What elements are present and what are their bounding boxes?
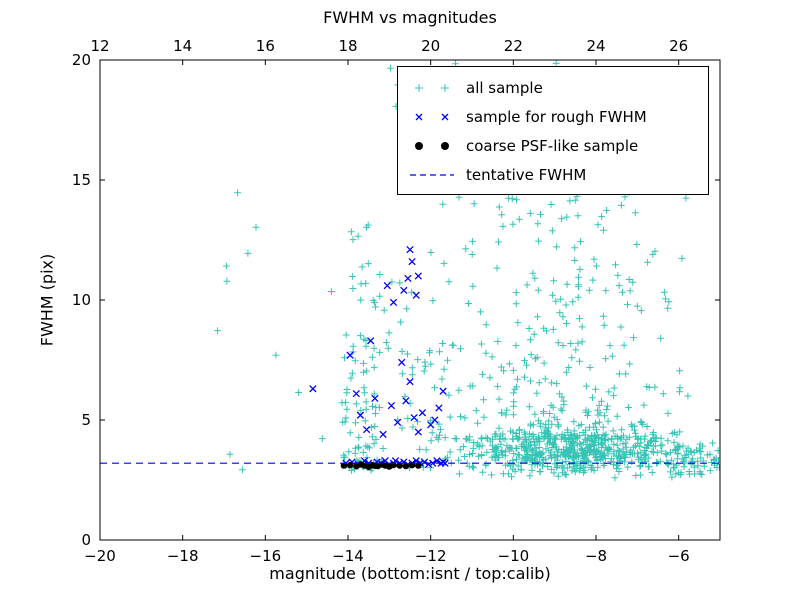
chart-title: FWHM vs magnitudes [323,8,497,27]
x-bottom-tick-label: −8 [585,547,607,565]
y-tick-label: 20 [72,51,91,69]
x-top-tick-label: 12 [90,37,109,55]
dot-marker-icon [415,141,449,150]
x-bottom-tick-label: −18 [167,547,199,565]
legend-label: all sample [466,78,543,97]
x-top-tick-label: 26 [669,37,688,55]
plus-marker-icon [415,83,449,92]
legend-label: tentative FWHM [466,165,587,184]
y-tick-label: 5 [81,411,91,429]
y-tick-label: 10 [72,291,91,309]
dashed-line-icon [410,173,454,176]
scatter-layer [100,60,720,482]
x-bottom-tick-label: −10 [498,547,530,565]
series-sample-for-rough-fwhm [309,245,449,470]
y-tick-label: 15 [72,171,91,189]
y-tick-label: 0 [81,531,91,549]
legend-entry: all sample [398,73,708,102]
x-top-tick-label: 22 [504,37,523,55]
x-top-tick-label: 16 [256,37,275,55]
x-axis-label: magnitude (bottom:isnt / top:calib) [269,564,551,583]
x-top-tick-label: 20 [421,37,440,55]
legend-entry: coarse PSF-like sample [398,131,708,160]
axes-frame [99,59,721,541]
series-all-sample [214,60,720,482]
x-marker-icon [415,113,449,120]
x-bottom-tick-label: −12 [415,547,447,565]
x-top-tick-label: 24 [586,37,605,55]
x-bottom-tick-label: −6 [668,547,690,565]
tick-labels: −20 −18 −16 −14 −12 −10 −8 −6 12 14 16 18 20 22 24 26 0 5… [72,37,690,565]
legend: all sample sample for rough FWHM coarse PS… [397,66,709,195]
x-bottom-tick-label: −14 [332,547,364,565]
legend-entry: sample for rough FWHM [398,102,708,131]
x-bottom-tick-label: −16 [250,547,282,565]
x-bottom-tick-label: −20 [84,547,116,565]
legend-label: sample for rough FWHM [466,107,647,126]
legend-entry: tentative FWHM [398,160,708,189]
x-top-tick-label: 18 [338,37,357,55]
legend-label: coarse PSF-like sample [466,136,639,155]
series-coarse-psf-like-sample [340,461,422,470]
y-axis-label: FWHM (pix) [37,253,57,347]
x-top-tick-label: 14 [173,37,192,55]
